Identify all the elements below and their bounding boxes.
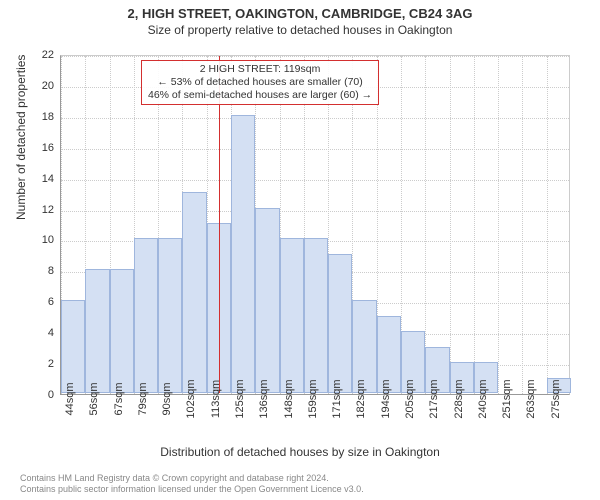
histogram-bar xyxy=(85,269,109,393)
xtick-label: 275sqm xyxy=(550,379,562,418)
gridline-v xyxy=(474,56,475,394)
ytick-label: 0 xyxy=(48,389,54,401)
xtick-label: 240sqm xyxy=(477,379,489,418)
chart-container: 2, HIGH STREET, OAKINGTON, CAMBRIDGE, CB… xyxy=(0,0,600,500)
histogram-bar xyxy=(328,254,352,393)
xtick-label: 56sqm xyxy=(88,382,100,415)
gridline-h xyxy=(61,211,569,212)
gridline-h xyxy=(61,118,569,119)
gridline-v xyxy=(498,56,499,394)
xtick-label: 148sqm xyxy=(283,379,295,418)
gridline-v xyxy=(425,56,426,394)
ytick-label: 12 xyxy=(42,204,54,216)
xtick-label: 194sqm xyxy=(380,379,392,418)
gridline-v xyxy=(450,56,451,394)
footer-attribution: Contains HM Land Registry data © Crown c… xyxy=(20,473,580,496)
ytick-label: 20 xyxy=(42,80,54,92)
ytick-label: 18 xyxy=(42,111,54,123)
histogram-bar xyxy=(280,238,304,393)
ytick-label: 16 xyxy=(42,142,54,154)
annotation-line: 46% of semi-detached houses are larger (… xyxy=(148,89,372,102)
histogram-bar xyxy=(158,238,182,393)
ytick-label: 4 xyxy=(48,327,54,339)
histogram-bar xyxy=(110,269,134,393)
xtick-label: 171sqm xyxy=(331,379,343,418)
histogram-bar xyxy=(231,115,255,393)
histogram-bar xyxy=(61,300,85,393)
xtick-label: 228sqm xyxy=(453,379,465,418)
footer-line-1: Contains HM Land Registry data © Crown c… xyxy=(20,473,580,485)
xtick-label: 67sqm xyxy=(113,382,125,415)
gridline-v xyxy=(547,56,548,394)
annotation-box: 2 HIGH STREET: 119sqm← 53% of detached h… xyxy=(141,60,379,105)
xtick-label: 44sqm xyxy=(64,382,76,415)
annotation-line: ← 53% of detached houses are smaller (70… xyxy=(148,76,372,89)
xtick-label: 90sqm xyxy=(161,382,173,415)
xtick-label: 205sqm xyxy=(404,379,416,418)
xtick-label: 182sqm xyxy=(355,379,367,418)
ytick-label: 22 xyxy=(42,49,54,61)
chart-title: 2, HIGH STREET, OAKINGTON, CAMBRIDGE, CB… xyxy=(0,0,600,21)
gridline-h xyxy=(61,149,569,150)
gridline-h xyxy=(61,180,569,181)
y-axis-label: Number of detached properties xyxy=(14,55,28,220)
histogram-bar xyxy=(304,238,328,393)
xtick-label: 125sqm xyxy=(234,379,246,418)
histogram-bar xyxy=(255,208,279,393)
plot-region: 2 HIGH STREET: 119sqm← 53% of detached h… xyxy=(60,55,570,395)
ytick-label: 2 xyxy=(48,358,54,370)
xtick-label: 136sqm xyxy=(258,379,270,418)
ytick-label: 14 xyxy=(42,173,54,185)
xtick-label: 102sqm xyxy=(185,379,197,418)
chart-area: 2 HIGH STREET: 119sqm← 53% of detached h… xyxy=(60,55,570,395)
x-axis-label: Distribution of detached houses by size … xyxy=(0,445,600,459)
xtick-label: 79sqm xyxy=(137,382,149,415)
ytick-label: 10 xyxy=(42,234,54,246)
reference-line xyxy=(219,56,220,393)
annotation-line: 2 HIGH STREET: 119sqm xyxy=(148,63,372,76)
footer-line-2: Contains public sector information licen… xyxy=(20,484,580,496)
xtick-label: 159sqm xyxy=(307,379,319,418)
histogram-bar xyxy=(182,192,206,393)
gridline-h xyxy=(61,56,569,57)
ytick-label: 6 xyxy=(48,296,54,308)
xtick-label: 113sqm xyxy=(210,380,222,418)
chart-subtitle: Size of property relative to detached ho… xyxy=(0,23,600,37)
gridline-v xyxy=(522,56,523,394)
xtick-label: 251sqm xyxy=(501,379,513,418)
xtick-label: 263sqm xyxy=(525,379,537,418)
ytick-label: 8 xyxy=(48,265,54,277)
xtick-label: 217sqm xyxy=(428,379,440,418)
histogram-bar xyxy=(134,238,158,393)
